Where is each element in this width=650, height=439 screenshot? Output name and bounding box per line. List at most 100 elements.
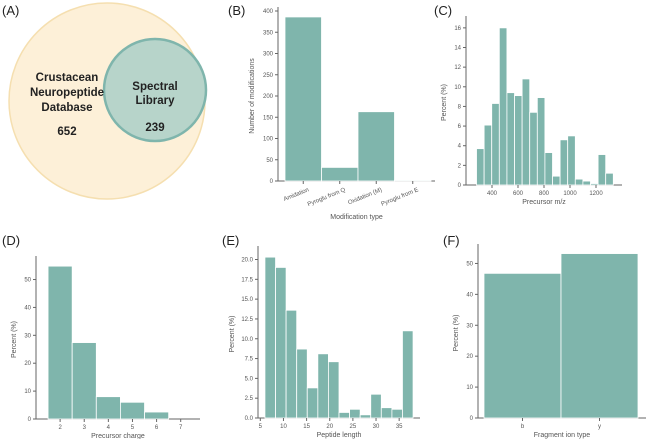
histogram-bar xyxy=(529,111,538,186)
x-tick-label: Oxidation (M) xyxy=(347,187,383,206)
histogram-bar xyxy=(597,154,607,186)
histogram-bar xyxy=(71,342,97,420)
category-bar xyxy=(321,166,359,182)
x-tick-label: 1000 xyxy=(563,191,577,197)
x-axis-title: Precursor m/z xyxy=(522,199,566,206)
x-tick-label: y xyxy=(598,424,601,430)
histogram-bar xyxy=(328,361,340,419)
y-tick-label: 20 xyxy=(466,354,473,360)
y-tick-label: 30 xyxy=(24,333,31,339)
x-tick-label: 400 xyxy=(487,191,498,197)
histogram-bar xyxy=(574,178,584,186)
y-tick-label: 0 xyxy=(270,179,274,185)
category-bar xyxy=(560,253,639,419)
x-tick-label: 1200 xyxy=(589,191,603,197)
y-tick-label: 30 xyxy=(466,323,473,329)
x-tick-label: 10 xyxy=(280,424,287,430)
histogram-bar xyxy=(402,330,414,419)
x-axis-title: Peptide length xyxy=(317,432,362,439)
x-tick-label: 4 xyxy=(107,425,111,431)
category-bar xyxy=(357,111,395,182)
x-tick-label: 600 xyxy=(513,191,524,197)
y-axis-title: Percent (%) xyxy=(229,316,236,353)
panel-c-label: (C) xyxy=(434,3,452,18)
x-tick-label: 35 xyxy=(396,424,403,430)
y-tick-label: 300 xyxy=(263,52,274,58)
histogram-bar xyxy=(590,183,599,186)
x-tick-label: Pyroglu from E xyxy=(380,187,419,207)
y-tick-label: 400 xyxy=(263,9,274,15)
x-tick-label: 20 xyxy=(326,424,333,430)
y-tick-label: 350 xyxy=(263,30,274,36)
y-tick-label: 10.0 xyxy=(241,337,253,343)
x-tick-label: 6 xyxy=(155,425,159,431)
venn-library-count: 239 xyxy=(145,122,164,134)
histogram-bar xyxy=(285,309,298,419)
histogram-bar xyxy=(491,103,500,186)
histogram-bar xyxy=(559,139,569,186)
venn-library-circle xyxy=(102,37,208,143)
histogram-bar xyxy=(506,92,515,186)
histogram-bar xyxy=(296,348,308,419)
histogram-bar xyxy=(264,256,276,419)
y-tick-label: 6 xyxy=(458,124,462,130)
histogram-bar xyxy=(380,407,393,419)
histogram-bar xyxy=(370,393,382,419)
panel-f: (F) 0 10 20 30 40 50 b y Fragment ion type Percen… xyxy=(443,233,646,439)
x-tick-label: 3 xyxy=(83,425,87,431)
venn-database-name-line-1: Crustacean xyxy=(36,72,99,84)
histogram-bar xyxy=(47,265,73,420)
y-tick-label: 2.5 xyxy=(245,396,254,402)
y-tick-label: 0 xyxy=(458,183,462,189)
histogram-bar xyxy=(521,78,531,186)
histogram-bar xyxy=(144,411,170,420)
panel-d: (D) 0 10 20 30 40 50 2 3 4 5 6 7 Precursor charge Per… xyxy=(2,233,200,439)
y-tick-label: 17.5 xyxy=(241,277,253,283)
histogram-bar xyxy=(536,97,546,186)
histogram-bar xyxy=(567,135,576,186)
panel-a: (A) Crustacean Neuropeptide Database 652… xyxy=(2,2,208,200)
x-tick-label: 2 xyxy=(58,425,62,431)
y-tick-label: 5.0 xyxy=(245,376,254,382)
y-tick-label: 250 xyxy=(263,73,274,79)
y-tick-label: 50 xyxy=(266,158,273,164)
y-tick-label: 10 xyxy=(24,389,31,395)
panel-b: (B) 050100150200250300350400AmidationPyr… xyxy=(228,3,435,221)
panel-c: (C) 0 2 4 6 8 10 12 14 16 400 600 800 1000 1200 Precur… xyxy=(434,3,622,206)
venn-database-count: 652 xyxy=(57,126,76,138)
histogram-bar xyxy=(476,148,485,186)
y-axis-title: Percent (%) xyxy=(441,84,448,121)
x-tick-label: 7 xyxy=(179,425,183,431)
x-tick-label: 25 xyxy=(350,424,357,430)
y-tick-label: 12.5 xyxy=(241,317,253,323)
venn-database-name-line-3: Database xyxy=(41,102,92,114)
y-tick-label: 150 xyxy=(263,115,274,121)
category-bar xyxy=(284,16,322,182)
y-tick-label: 40 xyxy=(466,292,473,298)
x-tick-label: 5 xyxy=(259,424,263,430)
x-tick-label: 800 xyxy=(539,191,550,197)
panel-a-label: (A) xyxy=(2,3,19,18)
x-tick-label: Amidation xyxy=(283,187,310,203)
y-tick-label: 40 xyxy=(24,305,31,311)
histogram-bar xyxy=(391,408,403,419)
histogram-bar xyxy=(120,401,145,420)
y-tick-label: 15.0 xyxy=(241,297,253,303)
panel-e-label: (E) xyxy=(222,233,239,248)
x-tick-label: 5 xyxy=(131,425,135,431)
histogram-bar xyxy=(605,172,614,186)
histogram-bar xyxy=(483,124,493,186)
x-axis-title: Precursor charge xyxy=(91,433,145,439)
y-tick-label: 16 xyxy=(454,26,461,32)
x-tick-label: 30 xyxy=(373,424,380,430)
histogram-bar xyxy=(317,353,329,419)
venn-library-name-line-1: Spectral xyxy=(132,81,177,93)
venn-database-name-line-2: Neuropeptide xyxy=(30,87,104,99)
y-tick-label: 0.0 xyxy=(245,416,254,422)
x-tick-label: b xyxy=(521,424,525,430)
y-tick-label: 20.0 xyxy=(241,258,253,264)
y-tick-label: 20 xyxy=(24,361,31,367)
y-tick-label: 14 xyxy=(454,46,461,52)
panel-f-label: (F) xyxy=(443,233,460,248)
